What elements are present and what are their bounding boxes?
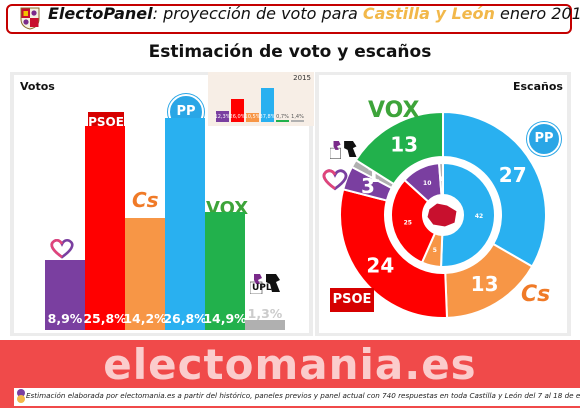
- seat-segment-psoe: [339, 188, 449, 319]
- header-brand: ElectoPanel: [48, 4, 153, 23]
- header-text: : proyección de voto para: [152, 4, 363, 23]
- vote-label-upl: 1,3%: [247, 306, 283, 321]
- footnote-text: Estimación elaborada por electomania.es …: [26, 391, 580, 400]
- upl-seat-lion-icon: [330, 141, 357, 159]
- inset-label-pp: 37,8%: [259, 114, 276, 120]
- electomania-logo-icon: [17, 389, 25, 403]
- seat-label-vox: 13: [390, 133, 418, 157]
- seat-2015-label-upl: 1: [440, 176, 444, 183]
- inset-label-vox: 0,7%: [276, 114, 289, 120]
- castilla-leon-crest-icon: [20, 7, 40, 30]
- inset-bar-upl: [291, 120, 304, 122]
- seat-2015-segment-upl: [437, 161, 444, 197]
- seat-2015-label-pp: 42: [475, 213, 483, 220]
- seat-label-psoe: 24: [366, 254, 394, 278]
- seat-segment-pp: [442, 110, 547, 268]
- seat-2015-label-cs: 5: [433, 247, 437, 254]
- vote-bar-podemos: [45, 259, 85, 330]
- castilla-leon-map-icon: [426, 202, 458, 228]
- vote-label-podemos: 8,9%: [47, 311, 83, 326]
- seat-2015-segment-pp: [439, 161, 496, 268]
- cs-seat-logo: Cs: [521, 282, 551, 307]
- seat-label-cs: 13: [471, 272, 499, 296]
- brand-watermark: electomania.es: [103, 340, 477, 389]
- seat-2015-segment-psoe: [390, 178, 437, 264]
- seat-2015-label-psoe: 25: [404, 220, 412, 227]
- vote-bar-vox: [205, 212, 245, 330]
- vote-bar-upl: [245, 319, 285, 330]
- vote-bar-pp: [165, 118, 205, 330]
- inset-label-psoe: 26,0%: [229, 114, 246, 120]
- inset-bar-vox: [276, 120, 289, 122]
- header-title: ElectoPanel: proyección de voto para Cas…: [48, 4, 580, 23]
- inset-label-upl: 1,4%: [291, 114, 304, 120]
- vote-label-pp: 26,8%: [163, 311, 207, 326]
- header-box: [6, 4, 572, 34]
- seat-2015-label-podemos: 10: [423, 180, 431, 187]
- vote-label-psoe: 25,8%: [83, 311, 127, 326]
- inset-bar-psoe: [231, 98, 244, 122]
- vote-label-cs: 14,2%: [123, 311, 167, 326]
- inset-bar-podemos: [216, 110, 229, 122]
- page-subtitle: Estimación de voto y escaños: [148, 42, 432, 62]
- vote-bar-psoe: [85, 126, 125, 330]
- podemos-heart-icon: [50, 238, 74, 259]
- seat-label-pp: 27: [499, 163, 527, 187]
- vote-label-vox: 14,9%: [203, 311, 247, 326]
- cs-logo: Cs: [132, 188, 159, 212]
- upl-logo-text: UPL: [252, 283, 272, 293]
- inset-2015-chart: 2015 12,3% 26,0% 10,5% 37,8% 0,7% 1,4%: [208, 72, 314, 126]
- inset-bar-cs: [246, 112, 259, 122]
- pp-seat-logo: PP: [527, 122, 561, 156]
- inset-bar-pp: [261, 87, 274, 122]
- inset-year: 2015: [293, 74, 311, 82]
- seat-segment-vox: [354, 110, 444, 186]
- vote-bar-cs: [125, 217, 165, 330]
- seats-label: Escaños: [513, 80, 563, 93]
- podemos-seat-heart-icon: [322, 169, 348, 191]
- header-region: Castilla y León: [362, 4, 495, 23]
- psoe-seat-logo: PSOE: [330, 288, 374, 312]
- vox-seat-logo: VOX: [368, 98, 420, 123]
- inset-label-cs: 10,5%: [244, 114, 261, 120]
- upl-lion-icon: [250, 274, 280, 294]
- seat-label-podemos: 3: [361, 174, 375, 198]
- inset-label-podemos: 12,3%: [214, 114, 231, 120]
- footnote-box: [14, 388, 580, 406]
- header-date: enero 2019: [499, 4, 580, 23]
- votes-label: Votos: [20, 80, 55, 93]
